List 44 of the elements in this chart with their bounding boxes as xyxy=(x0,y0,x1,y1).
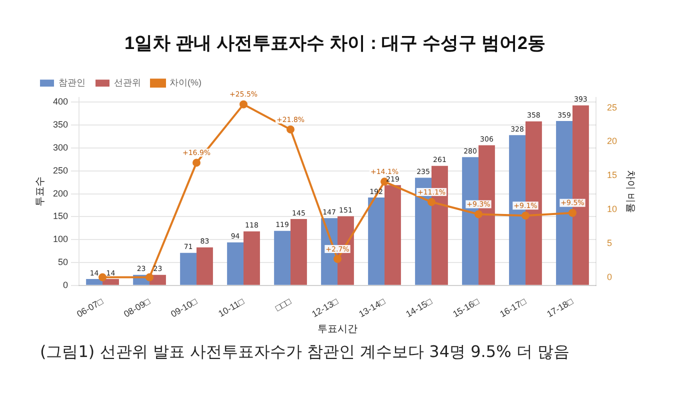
y-tick-label: 200 xyxy=(52,188,68,198)
y2-tick-label: 0 xyxy=(606,272,612,282)
y-tick-label: 50 xyxy=(58,257,68,267)
y2-tick-label: 5 xyxy=(606,238,612,248)
bar xyxy=(368,197,384,285)
bar xyxy=(180,252,197,285)
chart-title: 1일차 관내 사전투표자수 차이 : 대구 수성구 범어2동 xyxy=(124,32,546,53)
point xyxy=(568,208,576,217)
bar xyxy=(86,279,103,285)
bar xyxy=(227,242,244,285)
y-tick-label: 0 xyxy=(63,280,68,290)
point xyxy=(521,212,530,220)
y2-tick-label: 15 xyxy=(606,170,618,180)
point xyxy=(474,210,482,218)
y-tick-label: 300 xyxy=(52,142,68,152)
y-tick-label: 150 xyxy=(52,211,68,222)
point xyxy=(286,125,295,134)
y2-axis-title: 차이 비율 xyxy=(624,170,636,213)
point xyxy=(428,198,436,206)
y-tick-label: 350 xyxy=(52,120,68,130)
bar xyxy=(244,231,260,285)
legend-label: 차이(%) xyxy=(170,78,202,88)
y2-tick-label: 10 xyxy=(606,204,618,214)
point xyxy=(98,273,107,282)
bar xyxy=(290,218,307,285)
bar xyxy=(384,185,401,285)
x-tick-label: □□□ xyxy=(274,296,294,314)
text: (그림1) 선관위 발표 사전투표자수가 참관인 계수보다 34명 9.5% 더 많음 xyxy=(40,342,570,363)
x-axis-title: 투표시간 xyxy=(318,324,358,335)
y-tick-label: 250 xyxy=(52,165,68,176)
y2-tick-label: 25 xyxy=(606,102,618,112)
y-tick-label: 400 xyxy=(52,96,68,107)
y-tick-label: 100 xyxy=(52,234,68,244)
bar xyxy=(196,247,213,285)
legend-label: 참관인 xyxy=(58,78,86,88)
y-axis-title: 투표수 xyxy=(34,176,46,207)
legend-label: 선관위 xyxy=(114,78,141,88)
point xyxy=(240,100,248,108)
point xyxy=(334,254,342,263)
y2-tick-label: 20 xyxy=(606,136,618,146)
bar xyxy=(102,279,119,285)
bar xyxy=(274,230,291,285)
point xyxy=(192,158,201,167)
point xyxy=(146,273,154,282)
